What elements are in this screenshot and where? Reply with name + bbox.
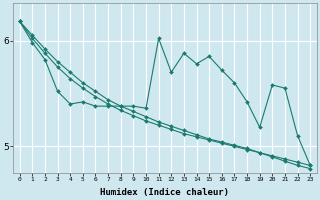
- X-axis label: Humidex (Indice chaleur): Humidex (Indice chaleur): [100, 188, 229, 197]
